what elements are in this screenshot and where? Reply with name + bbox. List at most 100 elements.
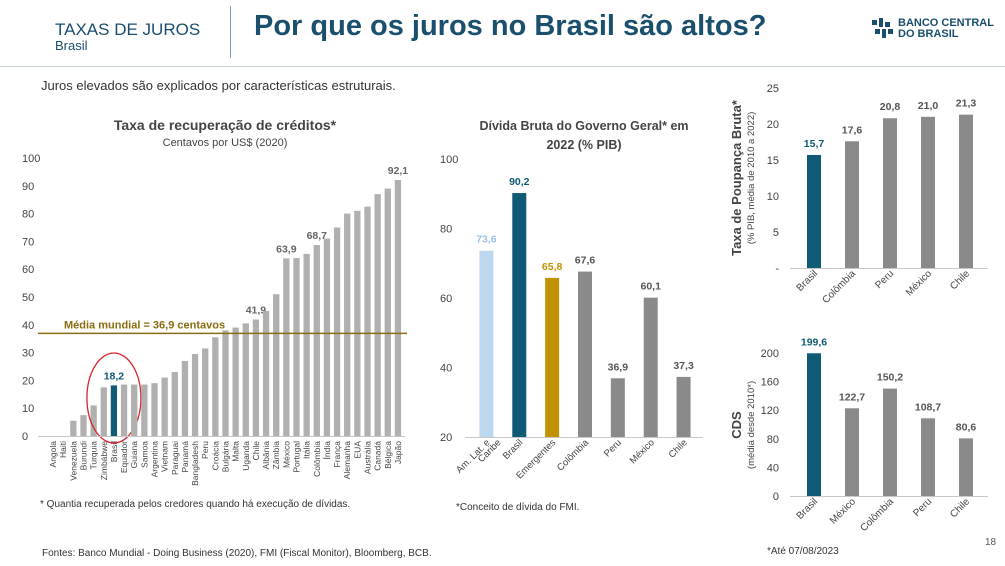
chart1-ytick: 80 [22, 209, 34, 221]
slide-subtitle: Juros elevados são explicados por caract… [41, 78, 396, 93]
chart1-bar-30 [354, 210, 361, 436]
chart1-xlabel: Samoa [139, 441, 149, 468]
chart4-ytick: 40 [767, 462, 779, 474]
chart1-bar-18 [232, 327, 239, 436]
chart1-highlight-circle [86, 352, 142, 444]
chart3-ytick: 25 [767, 83, 779, 95]
chart1-xlabel: Alemanha [342, 441, 352, 480]
chart1-bar-31 [364, 206, 371, 436]
chart3-value-label: 17,6 [842, 124, 863, 136]
bcb-logo-text: BANCO CENTRAL DO BRASIL [898, 18, 994, 40]
chart4-bar-3 [921, 418, 935, 496]
chart1-xlabel: Angola [48, 441, 58, 468]
chart1-bar-2 [70, 420, 77, 436]
chart4-ytick: 0 [773, 491, 779, 503]
chart2-bar-3 [578, 271, 592, 437]
chart1-xlabel: Bulgária [221, 441, 231, 472]
chart2-bar-5 [643, 297, 658, 437]
chart1-ytick: 40 [22, 320, 34, 332]
chart1-xlabel: Panamá [180, 441, 190, 473]
chart2-bar-0 [479, 250, 494, 437]
section-subtitle: Brasil [55, 38, 88, 53]
chart1-bar-22 [273, 294, 280, 436]
chart3-bar-2 [883, 118, 897, 269]
chart1-value-label: 68,7 [307, 230, 328, 242]
section-title: TAXAS DE JUROS [55, 20, 201, 39]
chart3-ytick: - [775, 263, 779, 275]
chart3-bar-0 [807, 154, 821, 268]
chart1-bar-25 [303, 253, 310, 436]
chart1-xlabel: Portugal [292, 441, 302, 473]
chart1-xlabel: Zâmbia [271, 441, 281, 470]
header-bottom-rule [0, 66, 1005, 67]
chart2-value-label: 36,9 [608, 361, 629, 373]
chart2-value-label: 60,1 [640, 281, 661, 293]
chart1-xlabel: Bélgica [383, 441, 393, 469]
chart2-xlabel: México [628, 437, 657, 466]
chart1-xlabel: Brasil [109, 441, 119, 462]
chart1-subtitle: Centavos por US$ (2020) [163, 137, 288, 149]
chart1-bar-26 [313, 245, 320, 436]
chart4-ylabel-sub: (média desde 2010*) [746, 381, 757, 469]
chart3-ytick: 10 [767, 191, 779, 203]
chart4-value-label: 150,2 [877, 372, 903, 384]
chart4-bar-2 [883, 388, 897, 496]
chart1-bar-33 [384, 188, 391, 436]
chart2-ytick: 100 [440, 154, 458, 166]
chart4-ytick: 80 [767, 434, 779, 446]
chart2-value-label: 73,6 [476, 234, 497, 246]
chart1-xlabel: Austrália [363, 441, 373, 474]
logo-line-1: BANCO CENTRAL [898, 17, 994, 29]
chart3-xlabel: Brasil [795, 268, 820, 293]
chart4-value-label: 199,6 [801, 336, 827, 348]
chart3-xlabel: Colômbia [820, 268, 858, 306]
chart2-xlabel: Peru [602, 437, 624, 459]
chart1-bar-4 [90, 405, 97, 436]
chart1-bar-12 [171, 372, 178, 436]
chart1-xlabel: Burundi [79, 441, 89, 470]
chart1-bar-7 [120, 384, 128, 436]
sources-note: Fontes: Banco Mundial - Doing Business (… [42, 548, 432, 559]
chart1-bar-19 [242, 323, 249, 436]
chart1-xlabel: Uganda [241, 441, 251, 471]
chart1-bar-14 [191, 353, 199, 436]
chart1-bar-9 [141, 384, 148, 436]
chart1-value-label: 63,9 [276, 243, 297, 255]
chart1-xlabel: Zimbábwe [99, 441, 109, 480]
chart3-value-label: 20,8 [880, 101, 901, 113]
chart1-xlabel: Equador [119, 441, 129, 473]
chart1-bar-34 [394, 179, 402, 436]
chart1-xlabel: Itália [302, 441, 312, 459]
chart3-bar-1 [845, 141, 859, 268]
chart3-value-label: 21,0 [918, 100, 939, 112]
chart1-bar-20 [252, 319, 260, 436]
chart3-value-label: 21,3 [956, 98, 977, 110]
chart2-value-label: 67,6 [575, 255, 596, 267]
chart3-ylabel-sub: (% PIB, média de 2010 a 2022) [746, 112, 757, 245]
chart1-ytick: 70 [22, 236, 34, 248]
chart2-bar-4 [610, 378, 625, 437]
chart1-value-label: 41,9 [246, 305, 267, 317]
chart1-bar-13 [181, 360, 189, 436]
chart1-xlabel: Turquia [89, 441, 99, 470]
chart2-ytick: 60 [440, 293, 452, 305]
page-title: Por que os juros no Brasil são altos? [254, 10, 767, 42]
chart2-ytick: 80 [440, 224, 452, 236]
chart4-xlabel: Colômbia [858, 496, 896, 534]
chart4-xlabel: México [828, 496, 858, 526]
chart1-ytick: 10 [22, 403, 34, 415]
chart1-xlabel: Albânia [261, 441, 271, 470]
chart1-xlabel: Malta [231, 441, 241, 462]
chart4-value-label: 122,7 [839, 391, 865, 403]
chart1-xlabel: Bangladesh [190, 441, 200, 486]
chart3-xlabel: Chile [948, 268, 972, 292]
chart1-bar-17 [222, 330, 229, 436]
chart4-ytick: 200 [761, 348, 779, 360]
chart2-ytick: 20 [440, 432, 452, 444]
chart2-xlabel: Chile [667, 437, 690, 460]
chart1-xlabel: EUA [352, 441, 362, 459]
chart4-xlabel: Peru [911, 496, 934, 519]
chart1-title: Taxa de recuperação de créditos* [114, 117, 337, 133]
chart3-bar-3 [921, 116, 935, 268]
